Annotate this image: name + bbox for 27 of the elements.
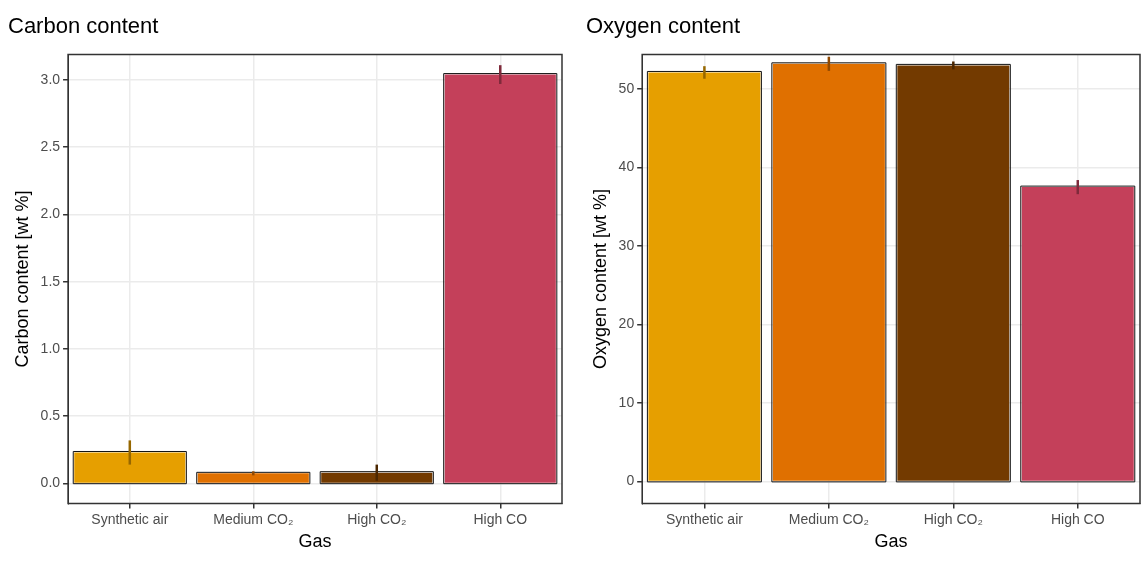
x-tick-label: High CO₂ bbox=[923, 510, 983, 527]
y-axis-title: Carbon content [wt %] bbox=[11, 190, 32, 368]
x-tick-label: High CO bbox=[1050, 510, 1105, 527]
x-tick-label: Synthetic air bbox=[665, 510, 744, 527]
y-tick-label: 2.5 bbox=[40, 138, 61, 155]
y-tick-label: 40 bbox=[618, 158, 635, 175]
y-tick-label: 0 bbox=[626, 472, 635, 489]
y-tick-label: 0.5 bbox=[40, 407, 61, 424]
x-axis-title: Gas bbox=[874, 531, 908, 552]
y-tick-label: 50 bbox=[618, 79, 635, 96]
y-tick-label: 2.0 bbox=[40, 205, 61, 222]
x-tick-label: Medium CO₂ bbox=[213, 510, 294, 527]
x-tick-label: High CO bbox=[473, 510, 528, 527]
x-tick-label: High CO₂ bbox=[347, 510, 407, 527]
chart-title: Oxygen content bbox=[586, 13, 741, 39]
chart-title: Carbon content bbox=[8, 13, 159, 39]
x-tick-label: Synthetic air bbox=[91, 510, 169, 527]
y-axis-title: Oxygen content [wt %] bbox=[589, 188, 610, 370]
x-axis-title: Gas bbox=[298, 531, 332, 552]
y-tick-label: 3.0 bbox=[40, 70, 61, 87]
y-tick-label: 0.0 bbox=[40, 474, 61, 491]
y-tick-label: 20 bbox=[618, 315, 635, 332]
y-tick-label: 30 bbox=[618, 236, 635, 253]
y-tick-label: 1.0 bbox=[40, 339, 61, 356]
y-tick-label: 10 bbox=[618, 393, 635, 410]
y-tick-label: 1.5 bbox=[40, 272, 61, 289]
x-tick-label: Medium CO₂ bbox=[788, 510, 869, 527]
